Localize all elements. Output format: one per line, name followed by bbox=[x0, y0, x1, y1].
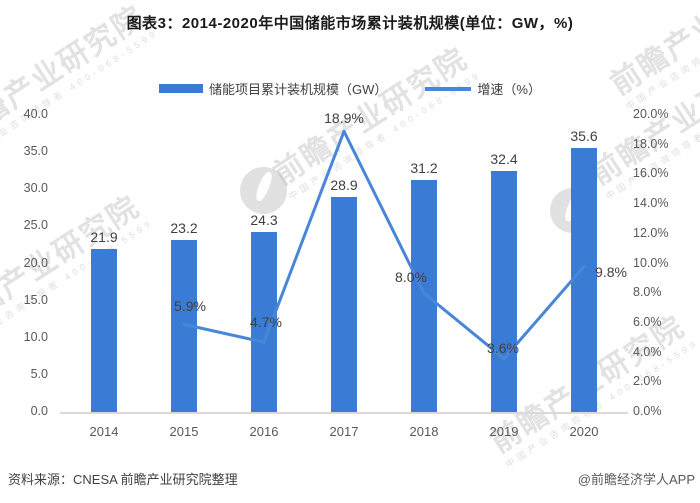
right-axis-tick-label: 0.0% bbox=[633, 404, 662, 418]
bar-2019 bbox=[491, 171, 517, 412]
x-axis-label: 2018 bbox=[409, 424, 439, 439]
plot-area: 21.9 23.2 24.3 28.9 31.2 32.4 35.6 5.9% 4.7% 18.9… bbox=[60, 110, 628, 414]
left-axis-tick-label: 40.0 bbox=[23, 107, 48, 121]
left-axis-tick-label: 25.0 bbox=[23, 218, 48, 233]
line-series-swatch-icon bbox=[425, 86, 472, 91]
right-axis-tick-label: 10.0% bbox=[633, 255, 669, 270]
bar-value-label: 21.9 bbox=[90, 229, 118, 246]
x-axis-label: 2019 bbox=[489, 424, 519, 439]
bar-value-label: 23.2 bbox=[170, 219, 198, 236]
chart-title: 图表3：2014-2020年中国储能市场累计装机规模(单位：GW，%) bbox=[126, 15, 574, 32]
bar-2014 bbox=[91, 249, 117, 412]
legend-item-bar-series: 储能项目累计装机规模（GW） bbox=[159, 79, 387, 98]
left-axis-tick-label: 30.0 bbox=[23, 181, 48, 196]
right-axis-tick-label: 4.0% bbox=[633, 344, 662, 359]
bar-value-label: 28.9 bbox=[330, 177, 358, 194]
legend-line-label: 增速（%） bbox=[477, 82, 541, 97]
x-axis-label: 2017 bbox=[329, 424, 359, 439]
left-axis-tick-label: 20.0 bbox=[23, 255, 48, 270]
line-value-label: 5.9% bbox=[174, 298, 206, 315]
line-value-label: 18.9% bbox=[324, 110, 364, 127]
right-axis-tick-label: 2.0% bbox=[633, 374, 662, 389]
x-axis-label: 2014 bbox=[89, 424, 119, 439]
bar-2018 bbox=[411, 180, 437, 412]
right-axis-tick-label: 8.0% bbox=[633, 285, 662, 300]
left-axis-tick-label: 35.0 bbox=[23, 144, 48, 159]
legend: 储能项目累计装机规模（GW） 增速（%） bbox=[0, 79, 700, 98]
left-axis-tick-label: 5.0 bbox=[30, 366, 48, 381]
right-axis-tick-label: 6.0% bbox=[633, 314, 662, 329]
growth-rate-line bbox=[182, 129, 586, 361]
bar-2017 bbox=[331, 197, 357, 412]
right-axis-tick-label: 20.0% bbox=[633, 107, 669, 121]
bar-2020 bbox=[571, 147, 597, 412]
bar-value-label: 31.2 bbox=[410, 160, 438, 177]
left-axis-tick-label: 10.0 bbox=[23, 329, 48, 344]
right-axis-tick-label: 16.0% bbox=[633, 166, 669, 181]
line-value-label: 9.8% bbox=[595, 264, 627, 281]
line-value-label: 3.6% bbox=[487, 339, 519, 356]
x-axis-label: 2016 bbox=[249, 424, 279, 439]
bar-value-label: 24.3 bbox=[250, 211, 278, 228]
left-axis-tick-label: 15.0 bbox=[23, 292, 48, 307]
legend-item-line-series: 增速（%） bbox=[401, 79, 541, 98]
bar-value-label: 35.6 bbox=[570, 127, 598, 144]
credit-note: @前瞻经济学人APP bbox=[577, 472, 695, 487]
right-axis-tick-label: 12.0% bbox=[633, 225, 669, 240]
line-value-label: 8.0% bbox=[395, 269, 427, 286]
line-value-label: 4.7% bbox=[250, 314, 282, 331]
bar-value-label: 32.4 bbox=[490, 151, 518, 168]
x-axis-label: 2020 bbox=[569, 424, 599, 439]
x-axis-label: 2015 bbox=[169, 424, 199, 439]
right-axis-tick-label: 14.0% bbox=[633, 196, 669, 211]
right-axis-tick-label: 18.0% bbox=[633, 136, 669, 151]
source-note: 资料来源：CNESA 前瞻产业研究院整理 bbox=[8, 472, 238, 487]
left-axis-tick-label: 0.0 bbox=[30, 404, 48, 418]
bar-series-swatch-icon bbox=[159, 84, 204, 93]
legend-bar-label: 储能项目累计装机规模（GW） bbox=[209, 82, 388, 97]
